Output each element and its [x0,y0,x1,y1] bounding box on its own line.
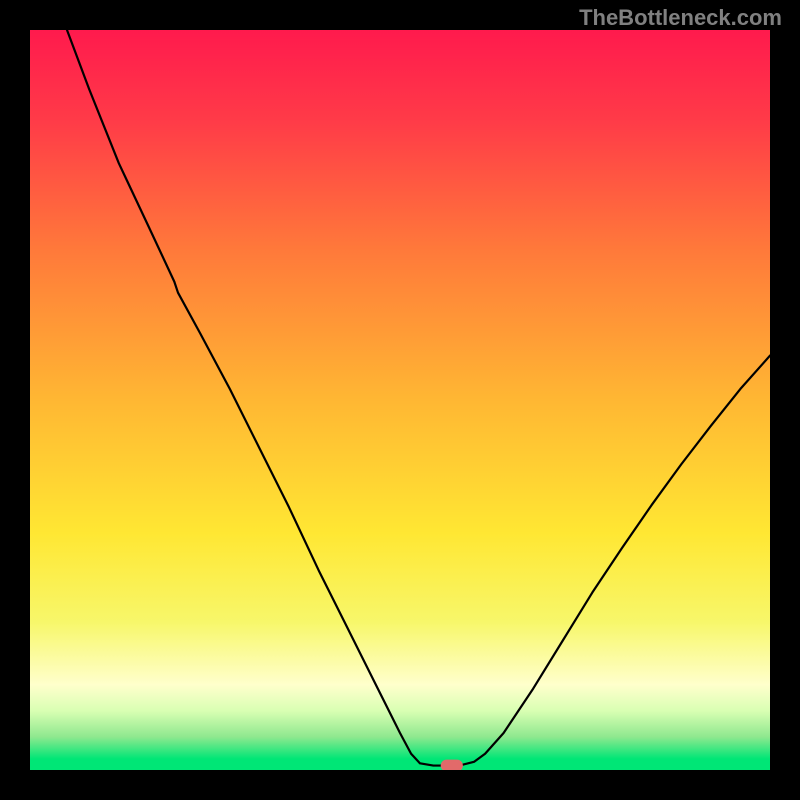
background-gradient [30,30,770,770]
chart-frame: TheBottleneck.com [0,0,800,800]
watermark-text: TheBottleneck.com [579,5,782,31]
plot-area [30,30,770,770]
